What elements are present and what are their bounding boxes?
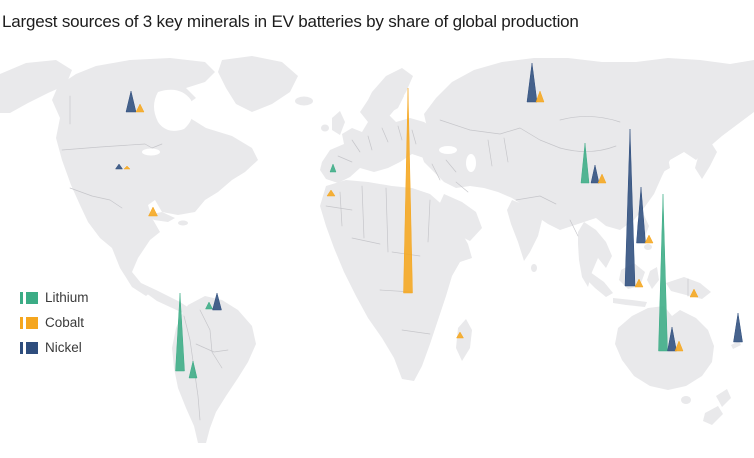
legend: Lithium Cobalt Nickel: [20, 285, 89, 360]
land-alaska: [0, 60, 72, 113]
land-europe: [320, 88, 442, 183]
spike-indonesia-cobalt: [634, 278, 644, 288]
spike-philippines-cobalt: [644, 234, 654, 244]
land-hispaniola: [178, 220, 188, 226]
spike-cuba-cobalt: [148, 206, 158, 217]
land-madagascar: [456, 319, 472, 361]
spike-australia-lithium: [658, 193, 668, 352]
land-java: [613, 298, 647, 307]
spike-argentina-lithium: [188, 360, 198, 379]
spike-morocco-cobalt: [326, 189, 336, 197]
land-sri-lanka: [531, 264, 537, 272]
spike-canada-nickel: [125, 90, 137, 113]
land-north-america: [52, 58, 258, 296]
spike-united-states-nickel: [115, 163, 123, 170]
land-south-america: [172, 296, 256, 443]
spike-china-nickel: [590, 164, 600, 184]
spike-china-cobalt: [597, 173, 607, 184]
spike-layer: [115, 62, 743, 379]
land-nz-north: [716, 389, 731, 407]
land-nz-south: [703, 406, 723, 425]
spike-new-caledonia-nickel: [733, 312, 743, 343]
land-scandinavia: [362, 68, 413, 124]
land-mindanao: [644, 244, 652, 250]
land-se-asia: [578, 222, 612, 287]
chart-title: Largest sources of 3 key minerals in EV …: [2, 12, 579, 31]
land-ireland: [321, 124, 329, 132]
spike-indonesia-nickel: [624, 128, 636, 287]
legend-item-nickel: Nickel: [20, 335, 89, 360]
nickel-swatch: [26, 341, 38, 354]
spike-brazil-nickel: [212, 292, 222, 311]
land-new-caledonia: [731, 341, 741, 349]
legend-label-lithium: Lithium: [45, 289, 89, 305]
land-central-america: [141, 283, 189, 313]
legend-item-cobalt: Cobalt: [20, 310, 89, 335]
land-britain: [332, 111, 345, 135]
land-asia: [420, 58, 754, 230]
spike-united-states-cobalt: [123, 165, 131, 170]
cobalt-swatch: [26, 316, 38, 329]
lithium-swatch: [26, 291, 38, 304]
spike-australia-cobalt: [674, 340, 684, 352]
land-sulawesi: [647, 267, 659, 289]
spike-china-lithium: [580, 142, 590, 184]
land-korea: [660, 158, 670, 172]
spike-madagascar-cobalt: [456, 331, 464, 339]
spike-russia-cobalt: [535, 90, 545, 103]
spike-dr-congo-cobalt: [403, 87, 413, 294]
legend-item-lithium: Lithium: [20, 285, 89, 310]
spike-papua-new-guinea-cobalt: [689, 288, 699, 298]
land-india: [507, 200, 542, 261]
land-japan: [695, 141, 717, 179]
land-new-guinea: [666, 277, 711, 299]
spike-brazil-lithium: [205, 301, 213, 310]
cobalt-spike-icon: [20, 316, 23, 329]
water-black-sea: [439, 146, 457, 154]
spike-australia-nickel: [667, 326, 677, 352]
land-iceland: [295, 96, 313, 106]
water-caspian: [466, 154, 476, 172]
land-arabia: [439, 194, 482, 241]
water-great-lakes: [142, 148, 160, 156]
spike-portugal-lithium: [329, 163, 337, 173]
water-hudson-bay: [154, 89, 193, 131]
land-africa: [320, 180, 472, 381]
spike-russia-nickel: [526, 62, 538, 103]
land-sumatra: [586, 272, 613, 297]
legend-label-cobalt: Cobalt: [45, 314, 85, 330]
landmasses: [0, 56, 754, 443]
land-greenland: [218, 56, 298, 112]
spike-canada-cobalt: [135, 103, 145, 113]
spike-philippines-nickel: [636, 186, 646, 244]
spike-chile-lithium: [175, 292, 185, 372]
nickel-spike-icon: [20, 341, 23, 354]
land-tasmania: [681, 396, 691, 404]
legend-label-nickel: Nickel: [45, 339, 82, 355]
lithium-spike-icon: [20, 291, 23, 304]
